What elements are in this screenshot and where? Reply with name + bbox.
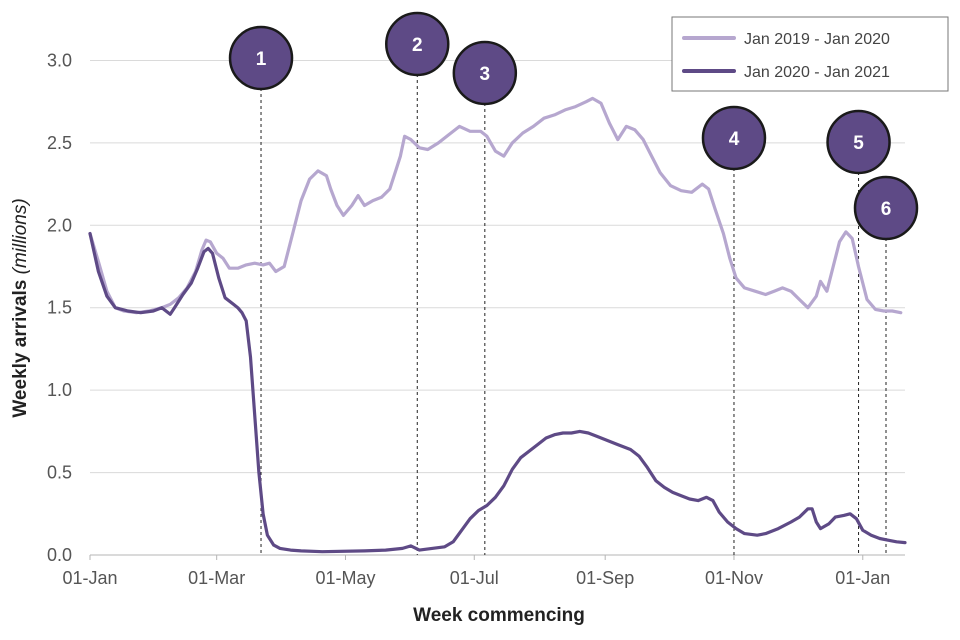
legend: Jan 2019 - Jan 2020 Jan 2020 - Jan 2021 xyxy=(671,16,949,92)
x-tick-label-1: 01-Mar xyxy=(188,568,245,588)
y-tick-label-6: 3.0 xyxy=(47,50,72,70)
annotation-label-5: 5 xyxy=(853,133,864,154)
x-tick-label-3: 01-Jul xyxy=(450,568,499,588)
series-line-0 xyxy=(88,96,903,315)
annotation-label-1: 1 xyxy=(256,49,267,70)
legend-label-2020: Jan 2020 - Jan 2021 xyxy=(744,64,890,81)
annotation-marker-2 xyxy=(385,11,450,77)
annotation-lines xyxy=(260,44,887,555)
x-tick-label-0: 01-Jan xyxy=(62,568,117,588)
y-axis-title: Weekly arrivals (millions) xyxy=(10,198,31,417)
annotation-label-4: 4 xyxy=(729,129,740,150)
y-axis: 0.0 0.5 1.0 1.5 2.0 2.5 3.0 xyxy=(47,50,72,565)
series-line-1 xyxy=(88,231,907,554)
y-tick-label-2: 1.0 xyxy=(47,380,72,400)
x-tick-label-5: 01-Nov xyxy=(705,568,763,588)
annotation-label-3: 3 xyxy=(480,64,491,85)
x-tick-label-4: 01-Sep xyxy=(576,568,634,588)
legend-label-2019: Jan 2019 - Jan 2020 xyxy=(744,31,890,48)
legend-box xyxy=(671,16,949,92)
x-axis-title: Week commencing xyxy=(413,605,585,626)
annotation-marker-1 xyxy=(228,25,294,91)
y-tick-label-3: 1.5 xyxy=(47,298,72,318)
annotation-markers: 1 2 3 4 5 6 xyxy=(228,11,919,241)
y-axis-title-main: Weekly arrivals xyxy=(10,280,31,418)
annotation-label-2: 2 xyxy=(412,35,423,56)
gridlines xyxy=(90,59,905,474)
annotation-marker-5 xyxy=(826,109,891,175)
y-tick-label-4: 2.0 xyxy=(47,215,72,235)
y-tick-label-0: 0.0 xyxy=(47,545,72,565)
annotation-marker-3 xyxy=(452,40,518,106)
y-axis-title-unit: (millions) xyxy=(10,198,31,274)
y-tick-label-1: 0.5 xyxy=(47,463,72,483)
series-lines xyxy=(88,96,907,554)
annotation-marker-6 xyxy=(853,175,919,241)
x-axis: 01-Jan 01-Mar 01-May 01-Jul 01-Sep 01-Nov 01-J… xyxy=(62,554,905,588)
x-tick-label-6: 01-Jan xyxy=(835,568,890,588)
x-tick-label-2: 01-May xyxy=(315,568,375,588)
y-tick-label-5: 2.5 xyxy=(47,133,72,153)
annotation-label-6: 6 xyxy=(881,199,892,220)
annotation-marker-4 xyxy=(701,105,767,171)
